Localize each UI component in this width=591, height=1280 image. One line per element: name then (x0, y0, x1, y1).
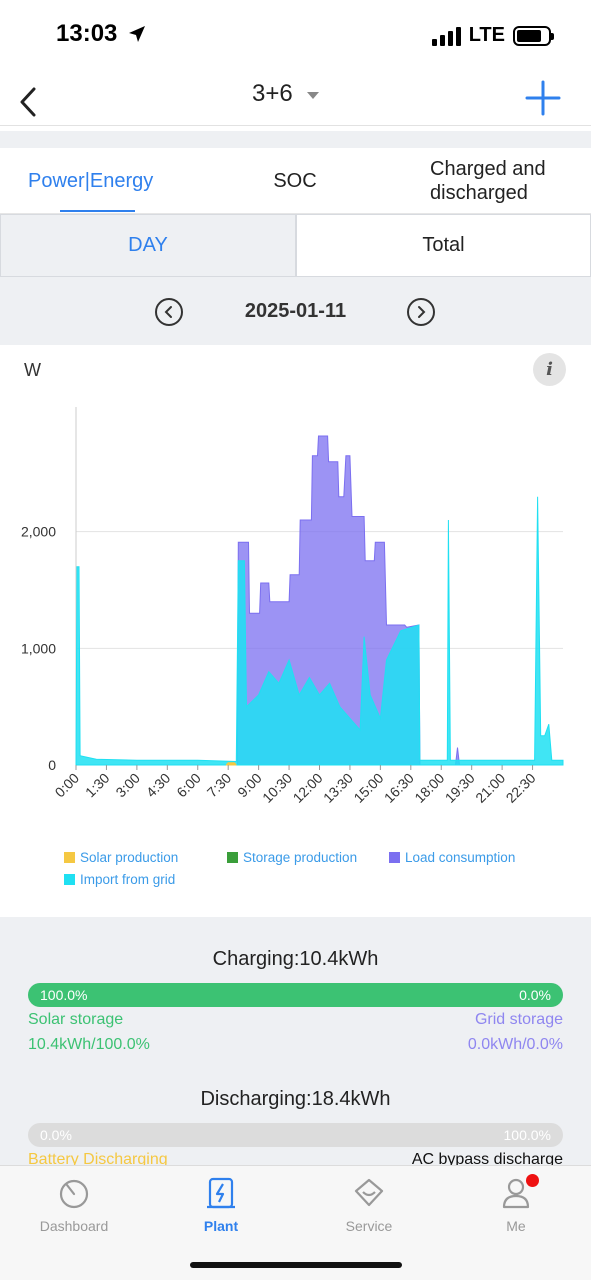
energy-summary: Charging:10.4kWh 100.0% 0.0% Solar stora… (0, 917, 591, 1168)
y-tick-label: 2,000 (21, 524, 56, 540)
y-tick-label: 1,000 (21, 640, 56, 656)
tab-bar: Power|Energy SOC Charged and discharged (0, 148, 591, 214)
grid-storage-value: 0.0kWh/0.0% (467, 1036, 563, 1053)
x-tick-label: 0:00 (52, 770, 83, 801)
add-button[interactable] (523, 76, 563, 116)
plus-icon (525, 80, 561, 116)
x-tick-label: 3:00 (112, 770, 143, 801)
legend-swatch-storage (227, 852, 238, 863)
location-arrow-icon (127, 24, 147, 49)
legend-solar[interactable]: Solar production (64, 850, 178, 865)
x-tick-label: 4:30 (143, 770, 174, 801)
bottom-tab-bar: Dashboard Plant Service Me (0, 1165, 591, 1280)
x-tick-label: 21:00 (472, 770, 508, 806)
legend-label: Solar production (80, 850, 179, 865)
power-chart-card: W i 0 1,000 2,000 0:00 1:30 3:00 4:30 6:00 7:30 9… (0, 345, 591, 917)
x-tick-label: 16:30 (381, 770, 417, 806)
charging-right-percent: 0.0% (519, 987, 551, 1003)
period-total-button[interactable]: Total (296, 214, 591, 277)
x-tick-label: 10:30 (259, 770, 295, 806)
tab-label: Me (506, 1218, 526, 1234)
tab-power-energy[interactable]: Power|Energy (28, 169, 154, 192)
x-tick-label: 7:30 (204, 770, 235, 801)
x-tick-label: 18:00 (411, 770, 447, 806)
status-indicators: LTE (431, 24, 554, 47)
x-tick-label: 15:00 (350, 770, 386, 806)
divider (0, 131, 591, 148)
plant-icon (204, 1176, 238, 1210)
grid-storage-label: Grid storage (474, 1011, 563, 1028)
legend-grid[interactable]: Import from grid (64, 872, 175, 887)
status-time: 13:03 (56, 20, 118, 47)
tab-me[interactable]: Me (466, 1174, 566, 1234)
discharging-left-percent: 0.0% (40, 1127, 72, 1143)
discharging-right-percent: 100.0% (503, 1127, 551, 1143)
solar-storage-value: 10.4kWh/100.0% (28, 1036, 150, 1053)
period-day-button[interactable]: DAY (0, 214, 296, 277)
series-area-solar-production (225, 762, 237, 766)
home-indicator (190, 1262, 402, 1268)
chevron-left-icon (164, 306, 172, 318)
active-tab-indicator (60, 210, 135, 212)
x-tick-label: 22:30 (503, 770, 539, 806)
date-navigator: 2025-01-11 (0, 278, 591, 345)
series-area-import-from-grid (75, 496, 564, 766)
back-button[interactable] (14, 78, 44, 118)
previous-date-button[interactable] (155, 298, 183, 326)
tab-charged-discharged[interactable]: Charged and discharged (430, 158, 546, 204)
next-date-button[interactable] (407, 298, 435, 326)
network-label: LTE (468, 24, 505, 46)
user-icon (499, 1174, 539, 1210)
chevron-left-icon (20, 87, 36, 117)
tab-label: Plant (203, 1218, 239, 1234)
discharging-bar: 0.0% 100.0% (28, 1123, 563, 1147)
legend-swatch-grid (64, 874, 75, 885)
tab-plant[interactable]: Plant (171, 1176, 271, 1234)
caret-down-icon (306, 91, 319, 99)
service-icon (352, 1176, 386, 1210)
legend-storage[interactable]: Storage production (227, 850, 357, 865)
ac-bypass-discharge-label: AC bypass discharge (411, 1151, 563, 1168)
tab-label: Dashboard (39, 1218, 109, 1234)
x-tick-label: 6:00 (173, 770, 204, 801)
legend-label: Storage production (243, 850, 358, 865)
charging-title: Charging:10.4kWh (212, 948, 379, 970)
series-area-load-consumption (76, 435, 563, 766)
legend-label: Load consumption (405, 850, 516, 865)
signal-icon (431, 26, 461, 46)
y-axis-unit: W (24, 360, 41, 380)
charging-left-percent: 100.0% (40, 987, 88, 1003)
tab-service[interactable]: Service (319, 1176, 419, 1234)
x-tick-label: 1:30 (82, 770, 113, 801)
date-label[interactable]: 2025-01-11 (244, 300, 347, 322)
plant-selector[interactable]: 3+6 (252, 80, 319, 108)
y-tick-label: 0 (48, 757, 56, 773)
discharging-title: Discharging:18.4kWh (200, 1088, 391, 1110)
nav-bar: 3+6 (0, 70, 591, 126)
gauge-icon (57, 1176, 91, 1210)
legend-load[interactable]: Load consumption (389, 850, 515, 865)
legend-swatch-load (389, 852, 400, 863)
legend-label: Import from grid (80, 872, 176, 887)
notification-badge (526, 1174, 539, 1187)
battery-discharging-label: Battery Discharging (28, 1151, 168, 1168)
period-selector: DAY Total (0, 214, 591, 278)
legend-swatch-solar (64, 852, 75, 863)
info-button[interactable]: i (533, 353, 566, 386)
status-bar: 13:03 LTE (0, 0, 591, 70)
tab-dashboard[interactable]: Dashboard (24, 1176, 124, 1234)
chevron-right-icon (418, 306, 426, 318)
battery-icon (513, 25, 554, 46)
x-tick-label: 13:30 (320, 770, 356, 806)
x-tick-label: 12:00 (290, 770, 326, 806)
tab-soc[interactable]: SOC (273, 169, 317, 192)
charging-bar: 100.0% 0.0% (28, 983, 563, 1007)
x-tick-label: 19:30 (442, 770, 478, 806)
charging-bar-fill (28, 983, 563, 1007)
plant-name: 3+6 (252, 80, 293, 107)
tab-label: Service (345, 1218, 393, 1234)
solar-storage-label: Solar storage (28, 1011, 124, 1028)
